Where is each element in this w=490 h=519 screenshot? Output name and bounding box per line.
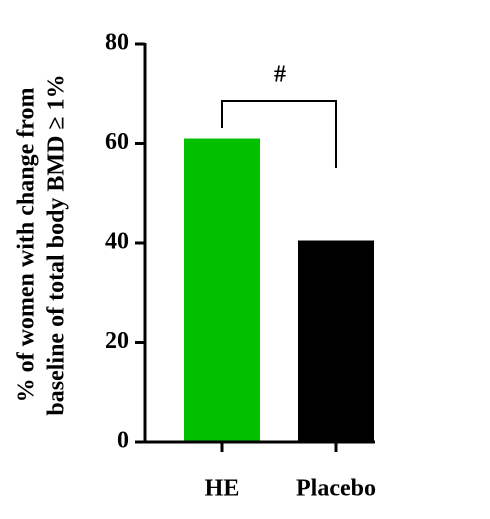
y-tick-label: 40 bbox=[105, 229, 129, 255]
bar bbox=[184, 138, 260, 442]
annotation: # bbox=[274, 62, 286, 88]
y-tick-label: 0 bbox=[117, 428, 129, 454]
y-tick-label: 20 bbox=[105, 328, 129, 354]
x-tick-label: HE bbox=[205, 476, 240, 502]
significance-bracket bbox=[221, 100, 337, 168]
y-axis-label: baseline of total body BMD ≥ 1% bbox=[44, 74, 70, 415]
y-tick-label: 60 bbox=[105, 129, 129, 155]
bar bbox=[298, 240, 374, 442]
y-axis-label: % of women with change from bbox=[14, 88, 40, 403]
y-tick-label: 80 bbox=[105, 30, 129, 56]
x-tick-label: Placebo bbox=[296, 476, 376, 502]
